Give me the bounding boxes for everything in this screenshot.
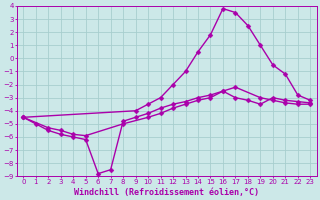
X-axis label: Windchill (Refroidissement éolien,°C): Windchill (Refroidissement éolien,°C) — [74, 188, 259, 197]
